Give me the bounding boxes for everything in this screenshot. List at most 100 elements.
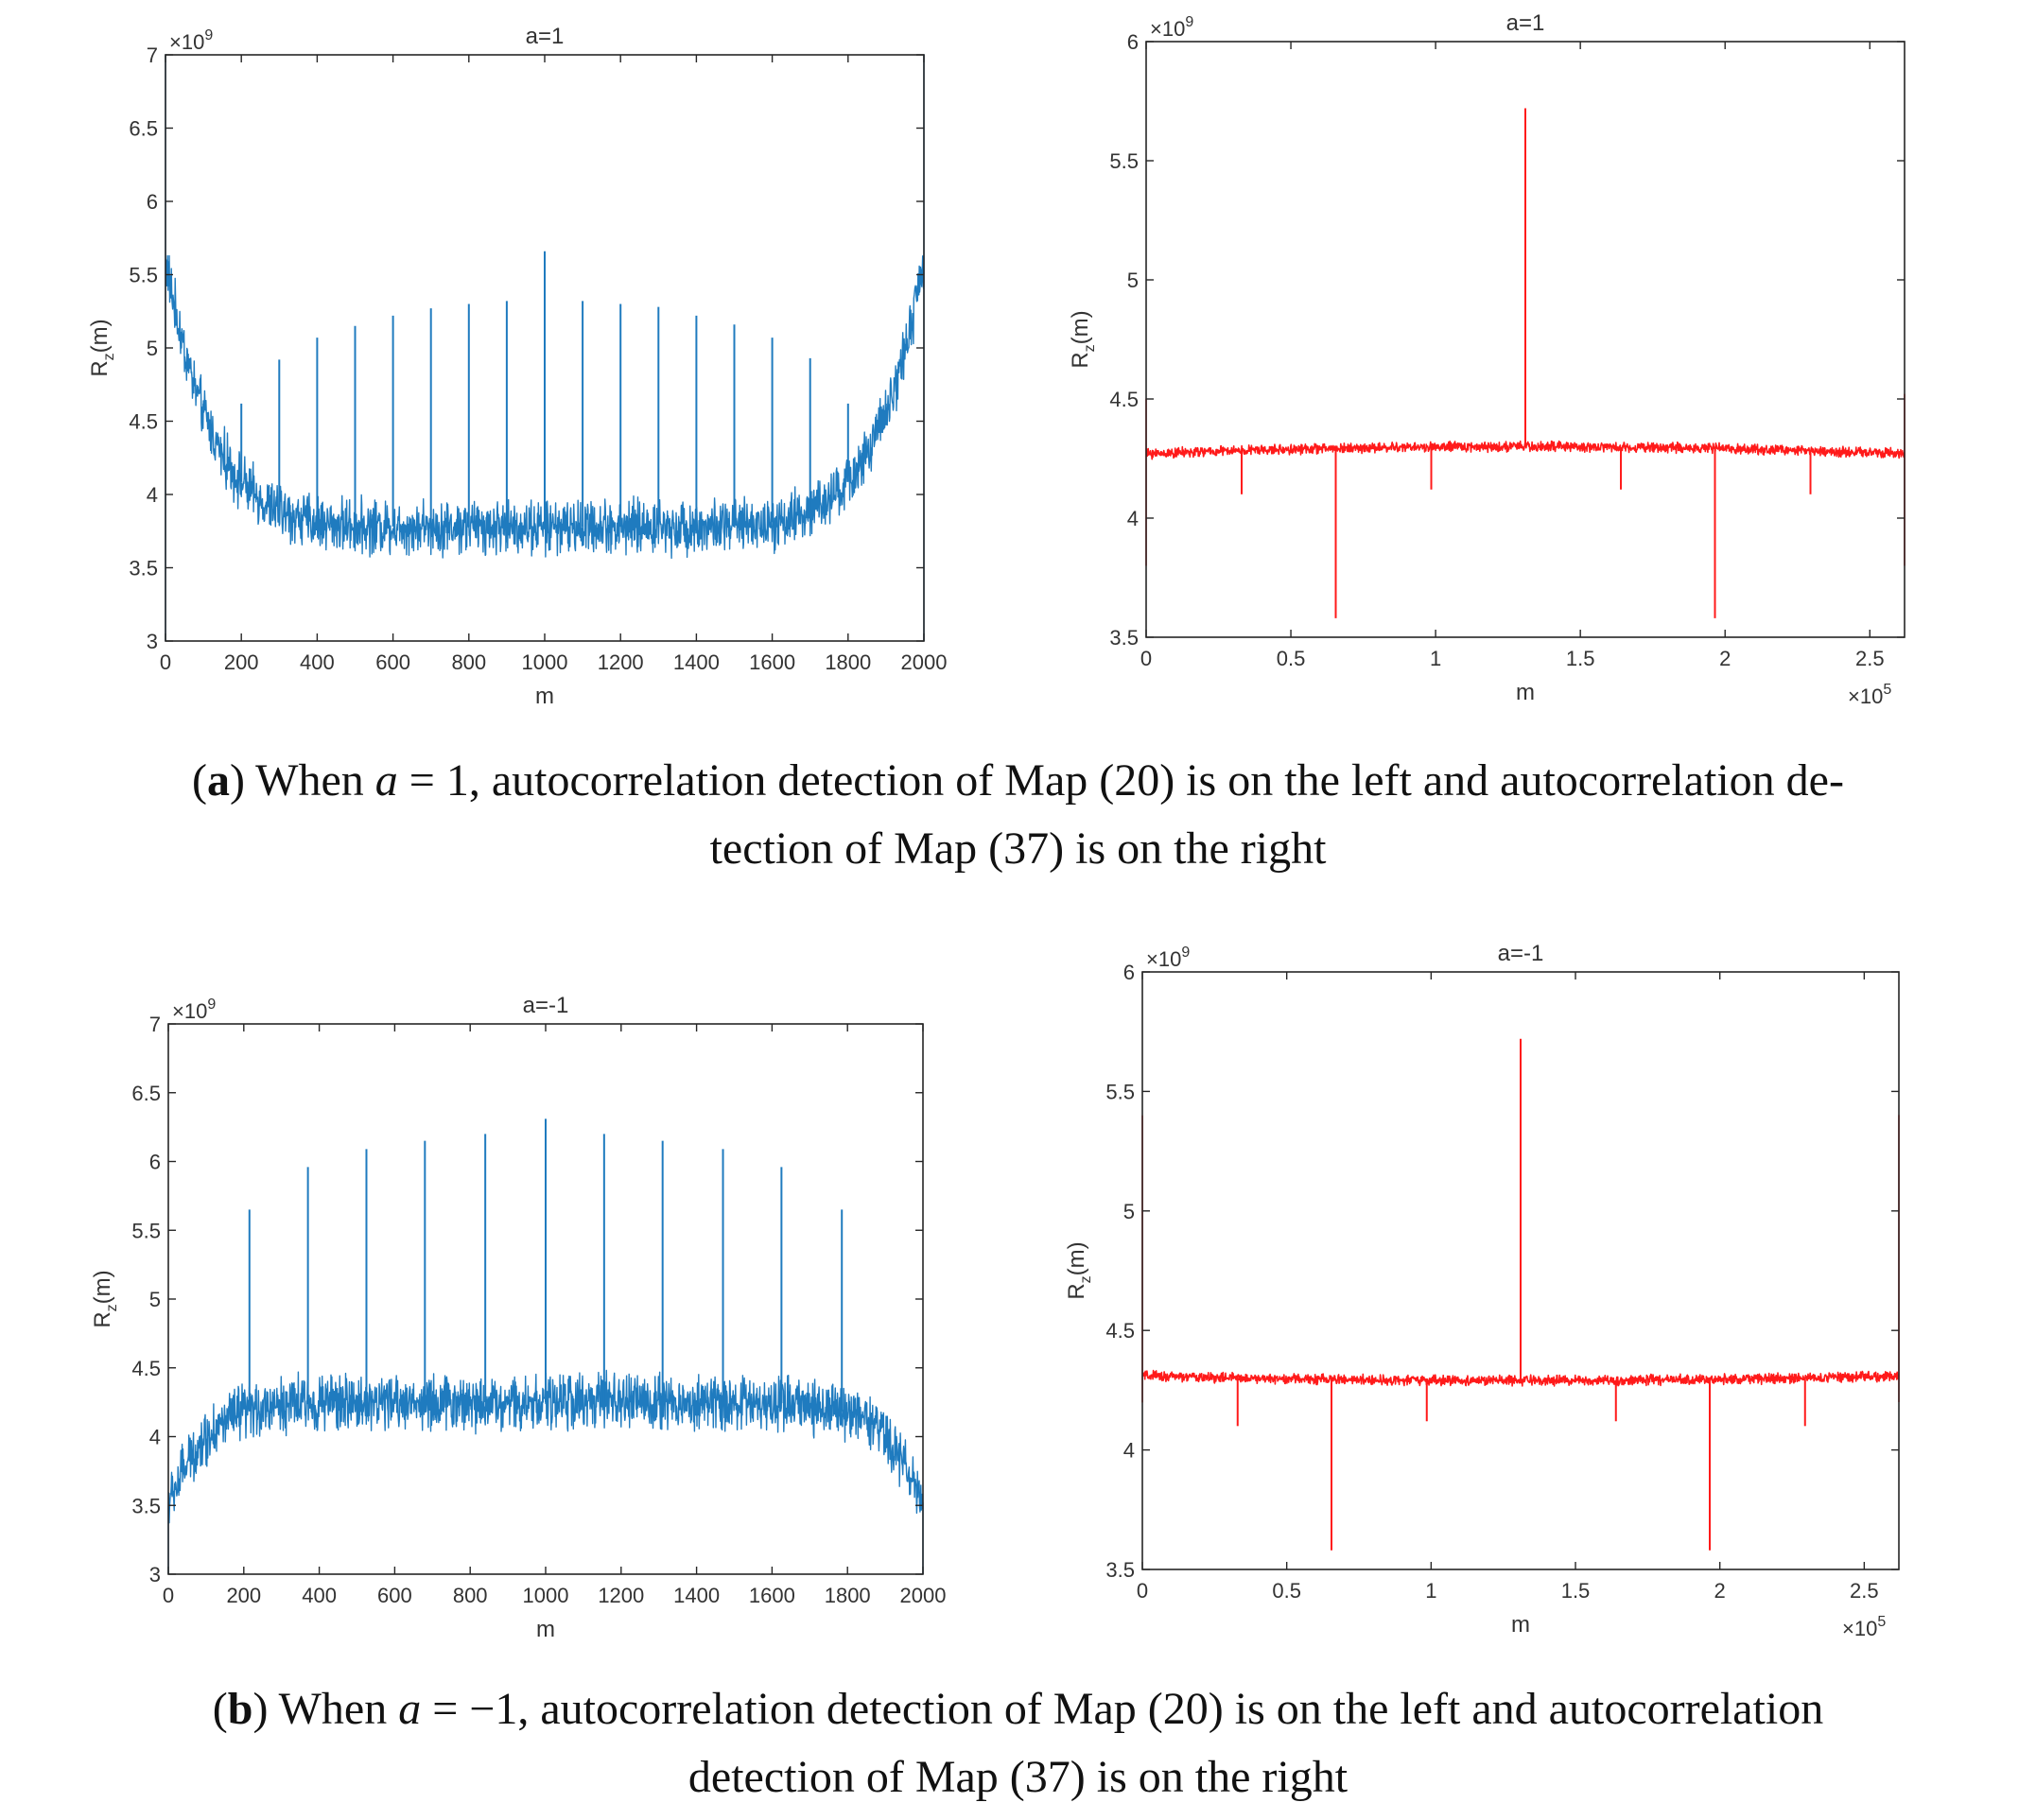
x-tick-label-a-left-2: 400 [300,650,335,674]
y-tick-label-a-right-5: 6 [1127,30,1139,54]
y-tick-label-b-left-5: 5.5 [131,1219,161,1242]
caption-a-math: a [374,755,398,806]
x-multiplier-a-right: ×105 [1848,682,1891,708]
caption-b-line-1: (b) When a = −1, autocorrelation detecti… [212,1684,1824,1734]
chart-title-a-left: a=1 [526,24,565,49]
caption-b-label: b [227,1684,253,1734]
y-tick-label-a-left-5: 5.5 [129,264,158,287]
caption-b: (b) When a = −1, autocorrelation detecti… [0,1675,2036,1811]
x-tick-label-a-right-4: 2 [1719,647,1731,670]
caption-a-line-2: tection of Map (37) is on the right [709,823,1327,874]
y-tick-label-b-left-7: 6.5 [131,1082,161,1105]
y-axis-label-main-b-left: R [90,1311,115,1327]
y-axis-label-a-right: Rz(m) [1068,310,1098,368]
y-axis-label-b-left: Rz(m) [90,1270,120,1327]
y-tick-label-a-right-1: 4 [1127,507,1139,530]
x-tick-label-b-right-5: 2.5 [1850,1579,1879,1603]
y-axis-label-main-a-left: R [87,360,113,376]
chart-b-right: 0 0.5 1 1.5 2 2.53.544.555.56a=-1mRz(m)×109×1… [1064,941,1900,1640]
y-multiplier-base-b-left: ×10 [172,999,207,1023]
y-tick-label-a-right-4: 5.5 [1109,149,1139,173]
y-tick-label-b-right-4: 5.5 [1105,1080,1135,1103]
y-axis-label-sub-b-left: z [104,1304,120,1311]
y-axis-label-tail-a-left: (m) [87,319,113,353]
x-axis-label-b-right: m [1511,1612,1530,1638]
x-tick-label-a-left-6: 1200 [598,650,644,674]
y-tick-label-a-left-0: 3 [147,630,158,653]
caption-b-line-2: detection of Map (37) is on the right [687,1752,1349,1802]
x-tick-label-b-left-10: 2000 [900,1584,947,1607]
chart-b-left: 0 200 400 600 800 1000 1200 1400 1600 1800 2000 3 3.… [90,993,946,1642]
x-multiplier-base-a-right: ×10 [1848,685,1883,708]
x-tick-label-a-left-3: 600 [375,650,410,674]
x-tick-label-b-left-9: 1800 [825,1584,871,1607]
y-multiplier-exp-b-left: 9 [207,997,216,1013]
y-tick-label-a-left-7: 6.5 [129,117,158,141]
caption-a: (a) When a = 1, autocorrelation detectio… [0,747,2036,883]
y-tick-label-a-left-8: 7 [147,43,158,67]
y-axis-label-sub-a-left: z [101,353,117,360]
x-tick-label-b-left-5: 1000 [523,1584,569,1607]
caption-b-lead: When [268,1684,399,1734]
x-tick-label-b-right-4: 2 [1714,1579,1726,1603]
x-tick-label-b-left-1: 200 [226,1584,261,1607]
caption-a-line-1: (a) When a = 1, autocorrelation detectio… [192,755,1844,806]
y-tick-label-a-left-6: 6 [147,190,158,214]
y-tick-label-b-right-1: 4 [1123,1439,1135,1463]
y-tick-label-a-left-1: 3.5 [129,557,158,581]
x-tick-label-b-left-0: 0 [163,1584,174,1607]
x-tick-label-b-right-1: 0.5 [1272,1579,1301,1603]
y-axis-label-tail-b-right: (m) [1064,1241,1089,1275]
y-tick-label-b-left-4: 5 [149,1288,161,1311]
axes-box-a-right [1145,41,1905,638]
y-axis-label-tail-b-left: (m) [90,1270,115,1304]
chart-title-b-right: a=-1 [1498,941,1544,966]
x-tick-label-b-left-4: 800 [453,1584,488,1607]
x-tick-label-a-right-0: 0 [1140,647,1152,670]
x-tick-label-b-left-2: 400 [302,1584,337,1607]
x-tick-label-a-left-9: 1800 [825,650,871,674]
y-axis-label-a-left: Rz(m) [87,319,117,376]
x-tick-label-a-right-5: 2.5 [1855,647,1885,670]
data-series-b-right [1141,1114,1900,1403]
x-tick-label-a-left-7: 1400 [673,650,720,674]
y-tick-label-b-left-2: 4 [149,1426,161,1449]
y-multiplier-exp-a-right: 9 [1185,14,1193,30]
x-tick-label-a-left-8: 1600 [749,650,795,674]
y-axis-label-tail-a-right: (m) [1068,310,1093,344]
y-axis-label-main-a-right: R [1068,352,1093,368]
y-tick-label-b-left-1: 3.5 [131,1494,161,1517]
x-multiplier-exp-b-right: 5 [1877,1614,1886,1630]
chart-title-b-left: a=-1 [523,993,569,1018]
y-multiplier-exp-a-left: 9 [204,27,213,43]
y-tick-label-a-right-3: 5 [1127,269,1139,292]
y-tick-label-b-left-0: 3 [149,1563,161,1586]
x-tick-label-b-left-8: 1600 [749,1584,795,1607]
y-tick-label-a-left-3: 4.5 [129,410,158,434]
y-tick-label-a-left-2: 4 [147,483,158,507]
caption-a-eq: = 1 [397,755,469,806]
x-tick-label-a-left-4: 800 [451,650,486,674]
y-tick-label-b-left-3: 4.5 [131,1357,161,1380]
x-tick-label-b-right-2: 1 [1425,1579,1436,1603]
y-tick-label-a-left-4: 5 [147,337,158,360]
axes-box-b-right [1141,971,1900,1570]
chart-a-right: 0 0.5 1 1.5 2 2.53.544.555.56a=1mRz(m)×109×10… [1068,10,1905,708]
x-tick-label-b-left-7: 1400 [673,1584,720,1607]
x-tick-label-a-right-2: 1 [1430,647,1441,670]
y-tick-label-b-left-8: 7 [149,1013,161,1036]
y-axis-label-sub-b-right: z [1078,1275,1094,1283]
y-multiplier-exp-b-right: 9 [1181,945,1190,961]
y-tick-label-a-right-0: 3.5 [1109,626,1139,650]
x-tick-label-b-right-0: 0 [1137,1579,1148,1603]
x-tick-label-a-right-1: 0.5 [1277,647,1306,670]
y-tick-label-b-left-6: 6 [149,1151,161,1174]
y-multiplier-base-a-left: ×10 [169,30,204,54]
y-tick-label-b-right-2: 4.5 [1105,1319,1135,1343]
y-tick-label-b-right-5: 6 [1123,961,1135,984]
y-multiplier-base-a-right: ×10 [1150,17,1185,41]
x-multiplier-b-right: ×105 [1842,1614,1886,1640]
y-multiplier-a-right: ×109 [1150,14,1193,41]
y-multiplier-b-right: ×109 [1146,945,1190,971]
x-tick-label-b-right-3: 1.5 [1561,1579,1591,1603]
